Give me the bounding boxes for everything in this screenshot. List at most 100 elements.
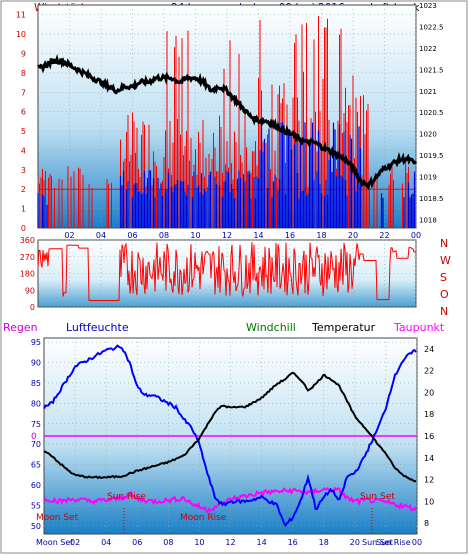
direction-tick-label: 0 bbox=[30, 303, 35, 312]
wind-tick-label: 3 bbox=[21, 166, 26, 175]
pressure-tick-label: 1022.5 bbox=[419, 23, 444, 31]
hour-tick-label: 08 bbox=[159, 231, 169, 240]
wind-direction-line bbox=[37, 242, 416, 301]
humidity-hour-tick-label: 08 bbox=[163, 538, 173, 547]
pressure-axis-labels: 1018 1018.5 1019 1019.5 1020 1020.5 1021 1021.5… bbox=[419, 2, 444, 224]
dewpoint-label: Taupunkt bbox=[393, 321, 445, 334]
humidity-tick-label: 85 bbox=[31, 379, 41, 388]
wind-tick-label: 9 bbox=[21, 49, 26, 58]
temperature-tick-label: 24 bbox=[424, 345, 434, 354]
hour-tick-label: 10 bbox=[190, 231, 200, 240]
moon-rise-annotation: Moon Rise bbox=[180, 513, 227, 523]
humidity-tick-label: 75 bbox=[31, 420, 41, 429]
compass-label: W bbox=[440, 254, 451, 267]
pressure-tick-label: 1023 bbox=[419, 2, 437, 10]
humidity-tick-label: 65 bbox=[31, 461, 41, 470]
humidity-hour-tick-label: 06 bbox=[132, 538, 142, 547]
bottom-moon-set-label: Moon Set bbox=[36, 538, 73, 547]
temperature-tick-label: 10 bbox=[424, 497, 434, 506]
pressure-tick-label: 1021.5 bbox=[419, 66, 444, 74]
pressure-tick-label: 1019.5 bbox=[419, 152, 444, 160]
temperature-tick-label: 20 bbox=[424, 388, 434, 397]
pressure-tick-label: 1020.5 bbox=[419, 109, 444, 117]
wind-tick-label: 1 bbox=[21, 205, 26, 214]
direction-tick-label: 270 bbox=[20, 253, 35, 262]
hour-tick-label: 06 bbox=[127, 231, 137, 240]
temperature-tick-label: 12 bbox=[424, 476, 434, 485]
hour-tick-label: 04 bbox=[96, 231, 106, 240]
dewpoint-line bbox=[43, 486, 417, 514]
temperature-axis-labels: 8 10 12 14 16 18 20 22 24 bbox=[424, 345, 434, 528]
hour-tick-label: 00 bbox=[411, 231, 421, 240]
humidity-tick-label: 55 bbox=[31, 501, 41, 510]
humidity-tick-label: 60 bbox=[31, 481, 41, 490]
humidity-hour-tick-label: 14 bbox=[256, 538, 266, 547]
humidity-hour-tick-label: 12 bbox=[225, 538, 235, 547]
humidity-line bbox=[43, 344, 417, 528]
hour-tick-label: 12 bbox=[222, 231, 232, 240]
sun-set-annotation: Sun Set bbox=[360, 492, 395, 502]
humidity-hour-tick-label: 10 bbox=[194, 538, 204, 547]
direction-tick-label: 360 bbox=[20, 236, 35, 245]
pressure-tick-label: 1021 bbox=[419, 88, 437, 96]
humidity-tick-label: 70 bbox=[31, 440, 41, 449]
direction-tick-label: 90 bbox=[25, 286, 35, 295]
pressure-line bbox=[37, 54, 418, 191]
humidity-temperature-panel: 0 50 55 60 65 70 75 80 85 90 95 8 10 12 14 16 18 20 22 24… bbox=[31, 337, 434, 547]
humidity-tick-label: 95 bbox=[31, 338, 41, 347]
pressure-tick-label: 1022 bbox=[419, 45, 437, 53]
humidity-hour-labels: 02 04 06 08 10 12 14 16 18 20 00 bbox=[70, 538, 422, 547]
pressure-tick-label: 1018.5 bbox=[419, 195, 444, 203]
hour-tick-label: 22 bbox=[379, 231, 389, 240]
humidity-label: Luftfeuchte bbox=[66, 321, 129, 334]
temperature-tick-label: 22 bbox=[424, 367, 434, 376]
hour-tick-label: 02 bbox=[64, 231, 74, 240]
temperature-tick-label: 14 bbox=[424, 454, 434, 463]
wind-tick-label: 11 bbox=[16, 11, 26, 20]
humidity-tick-label: 50 bbox=[31, 522, 41, 531]
wind-tick-label: 6 bbox=[21, 108, 26, 117]
pressure-tick-label: 1019 bbox=[419, 174, 437, 182]
sun-rise-annotation: Sun Rise bbox=[107, 492, 146, 502]
compass-label: O bbox=[440, 288, 449, 301]
pressure-tick-label: 1018 bbox=[419, 216, 437, 224]
temperature-line bbox=[43, 371, 417, 483]
temperature-tick-label: 18 bbox=[424, 410, 434, 419]
humidity-hour-tick-label: 02 bbox=[70, 538, 80, 547]
compass-label: N bbox=[440, 237, 448, 250]
humidity-hour-tick-label: 18 bbox=[319, 538, 329, 547]
humidity-hour-tick-label: 16 bbox=[288, 538, 298, 547]
bottom-sun-set-label: Sun Set bbox=[362, 538, 393, 547]
bottom-sun-rise-label: Sun Rise bbox=[376, 538, 411, 547]
humidity-hour-tick-label: 04 bbox=[101, 538, 111, 547]
hour-tick-label: 16 bbox=[285, 231, 295, 240]
rain-label: Regen bbox=[3, 321, 38, 334]
wind-tick-label: 0 bbox=[21, 224, 26, 233]
temperature-label: Temperatur bbox=[311, 321, 376, 334]
rain-zero-label: 0 bbox=[31, 432, 37, 442]
humidity-axis-labels: 50 55 60 65 70 75 80 85 90 95 bbox=[31, 338, 41, 531]
wind-tick-label: 8 bbox=[21, 69, 26, 78]
humidity-temperature-grid bbox=[44, 338, 418, 534]
humidity-hour-tick-label: 00 bbox=[412, 538, 422, 547]
wind-hour-labels: 02 04 06 08 10 12 14 16 18 20 22 00 bbox=[64, 231, 421, 240]
wind-tick-label: 5 bbox=[21, 127, 26, 136]
wind-axis-labels: 0 1 2 3 4 5 6 7 8 9 10 11 bbox=[16, 11, 26, 233]
humidity-tick-label: 80 bbox=[31, 399, 41, 408]
pressure-tick-label: 1020 bbox=[419, 131, 437, 139]
temperature-tick-label: 8 bbox=[424, 519, 429, 528]
humidity-tick-label: 90 bbox=[31, 359, 41, 368]
moon-set-annotation: Moon Set bbox=[36, 513, 79, 523]
temperature-tick-label: 16 bbox=[424, 432, 434, 441]
windchill-label: Windchill bbox=[246, 321, 296, 334]
hour-tick-label: 18 bbox=[316, 231, 326, 240]
wind-tick-label: 10 bbox=[16, 30, 26, 39]
direction-axis-labels: 0 90 180 270 360 bbox=[20, 236, 35, 312]
wind-tick-label: 7 bbox=[21, 88, 26, 97]
humidity-hour-tick-label: 20 bbox=[350, 538, 360, 547]
compass-label: S bbox=[440, 271, 447, 284]
